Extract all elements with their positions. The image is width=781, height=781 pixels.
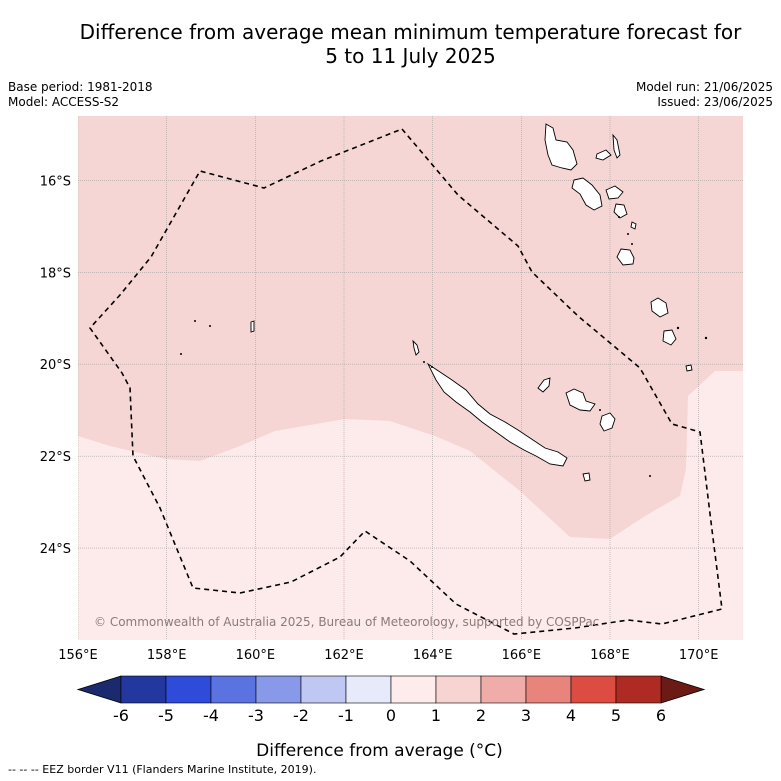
lon-tick-label: 170°E (679, 648, 719, 663)
epi-island (605, 185, 624, 200)
loyalty-island-lifou (565, 388, 596, 412)
colorbar-segment (570, 675, 617, 704)
pentecost-island (612, 133, 621, 159)
chesterfield-islet (250, 320, 255, 333)
eez-footnote: -- -- -- EEZ border V11 (Flanders Marine… (8, 763, 317, 776)
gridlines (78, 116, 743, 640)
model-run: Model run: 21/06/2025 (635, 80, 773, 94)
lat-tick-label: 16°S (40, 174, 71, 189)
lat-tick-label: 22°S (40, 450, 71, 465)
colorbar-segment (120, 675, 167, 704)
axis-tick-labels: 156°E 158°E 160°E 162°E 164°E 166°E 168°E 170°E… (40, 174, 719, 663)
lon-tick-label: 164°E (413, 648, 453, 663)
lon-tick-label: 158°E (147, 648, 187, 663)
anomaly-region-0-to-1 (78, 371, 743, 640)
malekula-island (571, 177, 603, 211)
meta-left: Base period: 1981-2018 Model: ACCESS-S2 (8, 80, 153, 110)
issued-date: Issued: 23/06/2025 (657, 95, 773, 109)
colorbar-extend-low (76, 675, 122, 704)
colorbar-tick-label: 3 (521, 706, 531, 725)
colorbar-tick-label: -3 (248, 706, 264, 725)
base-period: Base period: 1981-2018 (8, 80, 153, 94)
colorbar-tick-label: 4 (566, 706, 576, 725)
title-line-1: Difference from average mean minimum tem… (79, 20, 742, 44)
belep-islands (412, 339, 420, 356)
colorbar: -6 -5 -4 -3 -2 -1 0 1 2 3 4 5 6 (76, 675, 706, 725)
lat-tick-label: 24°S (40, 542, 71, 557)
small-islets (180, 216, 708, 477)
colorbar-tick-label: -2 (293, 706, 309, 725)
loyalty-island-mare (599, 412, 616, 432)
isle-of-pines (582, 472, 591, 482)
colorbar-tick-label: 2 (476, 706, 486, 725)
colorbar-segment (345, 675, 392, 704)
colorbar-tick-label: -6 (113, 706, 129, 725)
colorbar-tick-label: 6 (656, 706, 666, 725)
colorbar-label: Difference from average (°C) (256, 741, 503, 761)
ambae-island (595, 149, 612, 161)
map-area: © Commonwealth of Australia 2025, Bureau… (78, 116, 743, 640)
colorbar-tick-label: 5 (611, 706, 621, 725)
lat-tick-label: 20°S (40, 358, 71, 373)
chart-title: Difference from average mean minimum tem… (0, 20, 781, 68)
colorbar-tick-label: 1 (431, 706, 441, 725)
colorbar-segment (255, 675, 302, 704)
erromango-island (616, 248, 635, 266)
new-caledonia-island (426, 362, 568, 467)
lon-tick-label: 156°E (58, 648, 98, 663)
aneityum-island (662, 329, 677, 346)
colorbar-segment (435, 675, 482, 704)
landmasses (250, 123, 693, 482)
espiritu-santo-island (544, 123, 578, 171)
colorbar-segment (210, 675, 257, 704)
lon-tick-label: 168°E (590, 648, 630, 663)
lon-tick-label: 166°E (502, 648, 542, 663)
lat-tick-label: 18°S (40, 266, 71, 281)
colorbar-tick-label: -4 (203, 706, 219, 725)
title-line-2: 5 to 11 July 2025 (325, 44, 496, 68)
colorbar-tick-label: -5 (158, 706, 174, 725)
colorbar-segment (480, 675, 527, 704)
colorbar-tick-label: -1 (338, 706, 354, 725)
tanna-island (650, 297, 669, 318)
lon-tick-label: 162°E (324, 648, 364, 663)
colorbar-segment (615, 675, 662, 704)
matthew-islet (630, 221, 637, 230)
colorbar-tick-label: 0 (386, 706, 396, 725)
colorbar-segment (300, 675, 347, 704)
colorbar-segment (165, 675, 212, 704)
hunter-islet (685, 364, 693, 372)
lon-tick-label: 160°E (236, 648, 276, 663)
model-name: Model: ACCESS-S2 (8, 95, 120, 109)
colorbar-segment (525, 675, 572, 704)
efate-island (613, 203, 628, 219)
copyright-notice: © Commonwealth of Australia 2025, Bureau… (94, 615, 599, 629)
meta-right: Model run: 21/06/2025 Issued: 23/06/2025 (636, 80, 773, 110)
colorbar-extend-high (660, 675, 706, 704)
colorbar-segment (390, 675, 437, 704)
loyalty-island-ouvea (537, 377, 551, 393)
